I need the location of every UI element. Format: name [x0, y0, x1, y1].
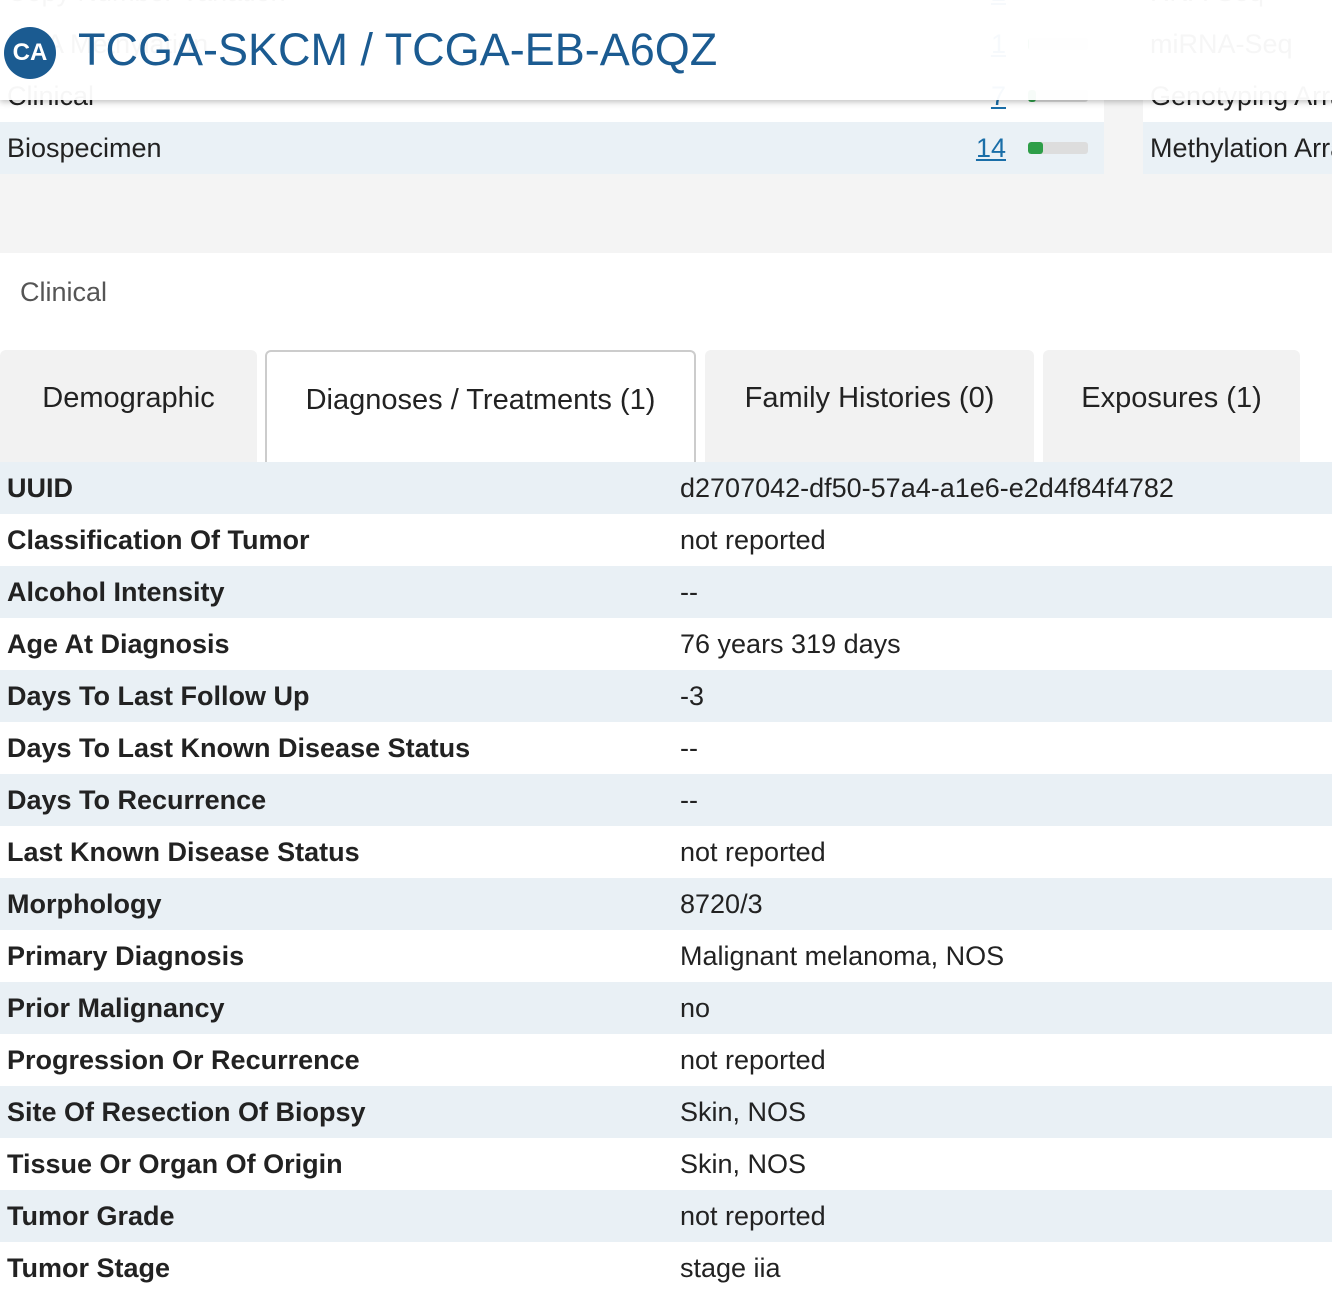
field-name: Age At Diagnosis	[7, 629, 230, 659]
field-name: Primary Diagnosis	[7, 941, 245, 971]
field-value: d2707042-df50-57a4-a1e6-e2d4f84f4782	[680, 473, 1174, 503]
field-name: Site Of Resection Of Biopsy	[7, 1097, 366, 1127]
field-name: Morphology	[7, 889, 162, 919]
field-value: stage iia	[680, 1253, 781, 1283]
page-title: TCGA-SKCM / TCGA-EB-A6QZ	[78, 24, 718, 75]
field-name: Classification Of Tumor	[7, 525, 310, 555]
field-value: not reported	[680, 1045, 826, 1075]
file-count-link[interactable]: 14	[975, 133, 1006, 163]
field-value: --	[680, 733, 698, 763]
field-name: Tumor Grade	[7, 1201, 175, 1231]
count-bar	[1028, 142, 1044, 154]
table-row: Progression Or Recurrence not reported	[0, 1034, 1332, 1086]
field-value: Skin, NOS	[680, 1097, 807, 1127]
field-value: 76 years 319 days	[680, 629, 901, 659]
field-value: not reported	[680, 1201, 826, 1231]
field-name: Progression Or Recurrence	[7, 1045, 360, 1075]
field-name: UUID	[7, 473, 73, 503]
field-value: no	[680, 993, 711, 1023]
table-row: Days To Recurrence --	[0, 774, 1332, 826]
field-name: Prior Malignancy	[7, 993, 225, 1023]
table-row: Prior Malignancy no	[0, 982, 1332, 1034]
table-row: Days To Last Follow Up -3	[0, 670, 1332, 722]
field-value: Malignant melanoma, NOS	[680, 941, 1005, 971]
field-name: Days To Last Known Disease Status	[7, 733, 471, 763]
field-name: Days To Last Follow Up	[7, 681, 310, 711]
section-title: Clinical	[20, 277, 108, 307]
table-row: UUID d2707042-df50-57a4-a1e6-e2d4f84f4782	[0, 462, 1332, 514]
field-value: not reported	[680, 837, 826, 867]
field-name: Tissue Or Organ Of Origin	[7, 1149, 343, 1179]
table-row: Tumor Stage stage iia	[0, 1242, 1332, 1294]
category-row: Biospecimen 14	[0, 122, 1104, 174]
table-row: Site Of Resection Of Biopsy Skin, NOS	[0, 1086, 1332, 1138]
count-bar-track	[1028, 142, 1088, 154]
field-name: Days To Recurrence	[7, 785, 267, 815]
field-value: -3	[680, 681, 705, 711]
page-header: CA TCGA-SKCM / TCGA-EB-A6QZ	[0, 0, 1332, 100]
field-name: Alcohol Intensity	[7, 577, 225, 607]
table-row: Primary Diagnosis Malignant melanoma, NOS	[0, 930, 1332, 982]
tab[interactable]: Diagnoses / Treatments (1)	[265, 350, 696, 462]
field-value: 8720/3	[680, 889, 763, 919]
category-label: Biospecimen	[7, 133, 162, 163]
table-row: Classification Of Tumor not reported	[0, 514, 1332, 566]
tab[interactable]: Family Histories (0)	[705, 350, 1034, 462]
field-value: --	[680, 785, 698, 815]
tab[interactable]: Demographic	[0, 350, 257, 462]
case-badge: CA	[4, 27, 56, 79]
table-row: Last Known Disease Status not reported	[0, 826, 1332, 878]
table-row: Tissue Or Organ Of Origin Skin, NOS	[0, 1138, 1332, 1190]
strategy-label: Methylation Array	[1150, 133, 1332, 163]
table-row: Morphology 8720/3	[0, 878, 1332, 930]
field-value: not reported	[680, 525, 826, 555]
table-row: Alcohol Intensity --	[0, 566, 1332, 618]
field-name: Last Known Disease Status	[7, 837, 360, 867]
table-row: Days To Last Known Disease Status --	[0, 722, 1332, 774]
table-row: Tumor Grade not reported	[0, 1190, 1332, 1242]
tab[interactable]: Exposures (1)	[1043, 350, 1300, 462]
field-value: Skin, NOS	[680, 1149, 807, 1179]
strategy-row: Methylation Array	[1143, 122, 1332, 174]
table-row: Age At Diagnosis 76 years 319 days	[0, 618, 1332, 670]
field-value: --	[680, 577, 698, 607]
field-name: Tumor Stage	[7, 1253, 171, 1283]
